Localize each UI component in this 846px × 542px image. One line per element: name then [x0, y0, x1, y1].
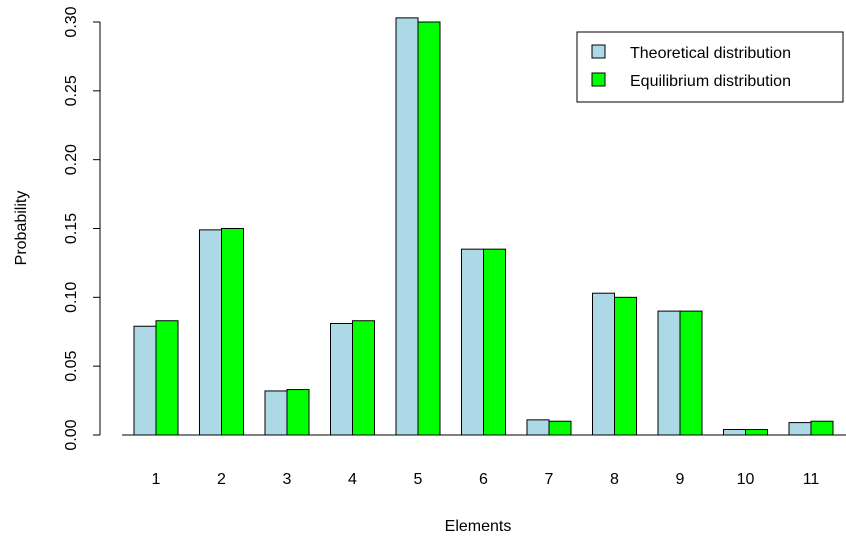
- legend-label-equilibrium: Equilibrium distribution: [630, 73, 791, 90]
- y-tick-label-0.10: 0.10: [63, 282, 80, 313]
- bar-equilibrium-10: [745, 428, 768, 436]
- bar-theoretical-9: [657, 310, 681, 436]
- y-axis-label: Probability: [13, 191, 30, 266]
- x-tick-label-4: 4: [348, 471, 357, 488]
- bar-theoretical-8: [592, 292, 615, 436]
- legend-swatch-theoretical: [591, 44, 606, 59]
- bar-theoretical-10: [723, 428, 746, 436]
- bar-equilibrium-2: [221, 228, 244, 436]
- bar-theoretical-7: [526, 419, 550, 436]
- x-tick-label-5: 5: [414, 471, 423, 488]
- y-tick-label-0.25: 0.25: [63, 75, 80, 106]
- bar-equilibrium-6: [483, 248, 506, 436]
- x-tick-label-7: 7: [545, 471, 554, 488]
- bar-theoretical-4: [330, 322, 353, 436]
- bar-theoretical-3: [264, 390, 288, 436]
- legend-swatch-equilibrium: [591, 72, 606, 87]
- x-tick-label-3: 3: [283, 471, 292, 488]
- bar-theoretical-11: [788, 422, 812, 436]
- x-tick-label-8: 8: [610, 471, 619, 488]
- bars-layer: [133, 17, 834, 436]
- bar-equilibrium-3: [286, 389, 310, 436]
- x-axis: 1 2 3 4 5 6 7 8 9 10 11: [122, 434, 846, 488]
- y-tick-label-0.20: 0.20: [63, 144, 80, 175]
- bar-theoretical-2: [199, 229, 222, 436]
- bar-equilibrium-1: [155, 320, 179, 436]
- x-tick-label-6: 6: [479, 471, 488, 488]
- x-axis-label: Elements: [445, 518, 512, 535]
- x-tick-label-11: 11: [803, 471, 820, 488]
- bar-equilibrium-8: [614, 296, 637, 436]
- bar-theoretical-5: [395, 17, 419, 436]
- y-axis: 0.00 0.05 0.10 0.15 0.20 0.25 0.30: [63, 6, 101, 451]
- y-tick-label-0.15: 0.15: [63, 213, 80, 244]
- y-tick-label-0.00: 0.00: [63, 419, 80, 450]
- y-tick-label-0.30: 0.30: [63, 6, 80, 37]
- bar-equilibrium-7: [548, 420, 572, 436]
- x-tick-label-10: 10: [737, 471, 755, 488]
- bar-equilibrium-4: [352, 320, 375, 436]
- x-tick-label-9: 9: [676, 471, 685, 488]
- legend-box: [576, 31, 844, 103]
- bar-equilibrium-5: [417, 21, 441, 436]
- bar-equilibrium-11: [810, 420, 834, 436]
- bar-equilibrium-9: [679, 310, 703, 436]
- x-tick-label-2: 2: [217, 471, 226, 488]
- bar-theoretical-1: [133, 325, 157, 436]
- bar-theoretical-6: [461, 248, 484, 436]
- legend-label-theoretical: Theoretical distribution: [630, 45, 791, 62]
- x-tick-label-1: 1: [152, 471, 161, 488]
- y-tick-label-0.05: 0.05: [63, 350, 80, 381]
- legend: Theoretical distribution Equilibrium dis…: [576, 31, 844, 103]
